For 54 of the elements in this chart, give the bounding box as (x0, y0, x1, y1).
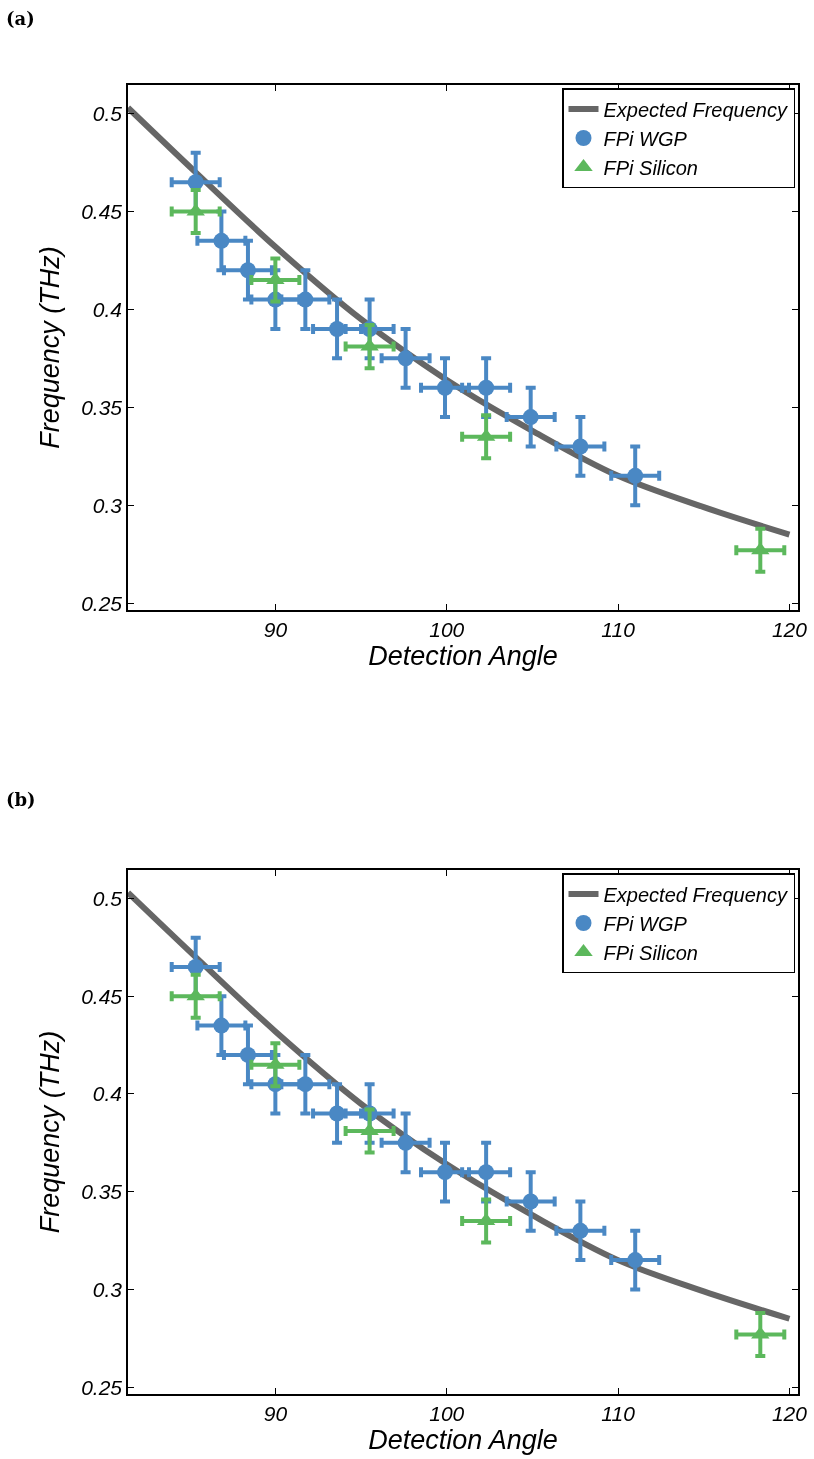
chart-title: (b) (6, 789, 36, 810)
chart-title: (a) (6, 8, 35, 29)
point (213, 232, 230, 249)
point (297, 1076, 314, 1093)
x-tick-label: 90 (263, 1401, 288, 1425)
legend-label: FPi Silicon (603, 156, 698, 179)
legend-label: FPi Silicon (603, 941, 698, 964)
y-tick-label: 0.4 (92, 297, 123, 321)
x-axis-title: Detection Angle (368, 640, 558, 671)
point (572, 438, 589, 455)
point (522, 409, 539, 426)
point (329, 320, 346, 337)
y-tick-label: 0.3 (92, 493, 123, 517)
point (522, 1193, 539, 1210)
y-tick-label: 0.3 (92, 1277, 123, 1301)
point (187, 174, 204, 191)
x-tick-label: 110 (601, 1401, 636, 1425)
y-tick-label: 0.35 (81, 395, 123, 419)
y-tick-label: 0.5 (92, 101, 123, 125)
point (478, 1164, 495, 1181)
point (213, 1017, 230, 1034)
x-tick-label: 100 (429, 1401, 465, 1425)
point (627, 1252, 644, 1269)
y-tick-label: 0.25 (81, 591, 123, 615)
y-tick-label: 0.4 (92, 1082, 123, 1106)
y-tick-label: 0.25 (81, 1375, 123, 1399)
x-tick-label: 100 (429, 617, 465, 641)
legend-label: FPi WGP (603, 912, 688, 935)
point (572, 1222, 589, 1239)
point (478, 379, 495, 396)
point (627, 467, 644, 484)
y-axis-title: Frequency (THz) (34, 246, 65, 449)
point (397, 350, 414, 367)
point (329, 1105, 346, 1122)
point (437, 379, 454, 396)
y-tick-label: 0.5 (92, 886, 123, 910)
point (187, 958, 204, 975)
x-tick-label: 120 (771, 1401, 808, 1425)
x-tick-label: 120 (771, 617, 808, 641)
x-tick-label: 90 (263, 617, 288, 641)
y-tick-label: 0.35 (81, 1180, 123, 1204)
legend-label: FPi WGP (603, 127, 688, 150)
x-axis-title: Detection Angle (368, 1424, 558, 1455)
y-tick-label: 0.45 (81, 199, 123, 223)
legend-label: Expected Frequency (603, 98, 788, 121)
y-axis-title: Frequency (THz) (34, 1030, 65, 1234)
y-tick-label: 0.45 (81, 984, 123, 1008)
point (297, 291, 314, 308)
legend-label: Expected Frequency (603, 883, 788, 906)
point (239, 262, 256, 279)
x-tick-label: 110 (601, 617, 636, 641)
point (437, 1164, 454, 1181)
point (397, 1134, 414, 1151)
point (239, 1046, 256, 1063)
